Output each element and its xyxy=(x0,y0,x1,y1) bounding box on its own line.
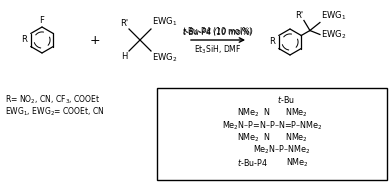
Text: EWG$_2$: EWG$_2$ xyxy=(321,28,346,41)
Text: R': R' xyxy=(120,19,128,28)
Text: R= NO$_2$, CN, CF$_3$, COOEt: R= NO$_2$, CN, CF$_3$, COOEt xyxy=(5,93,101,105)
Text: +: + xyxy=(90,33,100,46)
Text: NMe$_2$  N      NMe$_2$: NMe$_2$ N NMe$_2$ xyxy=(236,107,307,119)
Text: Me$_2$N–P=N–P–N=P–NMe$_2$: Me$_2$N–P=N–P–N=P–NMe$_2$ xyxy=(222,119,322,132)
Text: R: R xyxy=(21,36,27,45)
Text: R': R' xyxy=(295,11,303,19)
Text: EWG$_2$: EWG$_2$ xyxy=(152,52,177,65)
Text: F: F xyxy=(40,16,44,25)
Text: NMe$_2$: NMe$_2$ xyxy=(285,157,309,169)
Text: $\mathit{t}$-Bu-P4 (10 mol%): $\mathit{t}$-Bu-P4 (10 mol%) xyxy=(182,25,254,37)
Text: Me$_2$N–P–NMe$_2$: Me$_2$N–P–NMe$_2$ xyxy=(253,144,311,157)
Text: t-Bu-P4 (10 mol%): t-Bu-P4 (10 mol%) xyxy=(183,28,253,37)
Text: NMe$_2$  N      NMe$_2$: NMe$_2$ N NMe$_2$ xyxy=(236,132,307,144)
Text: $\mathit{t}$-Bu: $\mathit{t}$-Bu xyxy=(277,94,295,105)
Text: R: R xyxy=(269,38,275,46)
Text: EWG$_1$: EWG$_1$ xyxy=(152,16,177,28)
Bar xyxy=(157,88,387,180)
Text: Et$_3$SiH, DMF: Et$_3$SiH, DMF xyxy=(194,43,242,56)
Text: $\mathit{t}$-Bu-P4: $\mathit{t}$-Bu-P4 xyxy=(236,157,267,167)
Text: H: H xyxy=(122,52,128,61)
Text: EWG$_1$: EWG$_1$ xyxy=(321,9,346,21)
Text: EWG$_1$, EWG$_2$= COOEt, CN: EWG$_1$, EWG$_2$= COOEt, CN xyxy=(5,106,105,119)
